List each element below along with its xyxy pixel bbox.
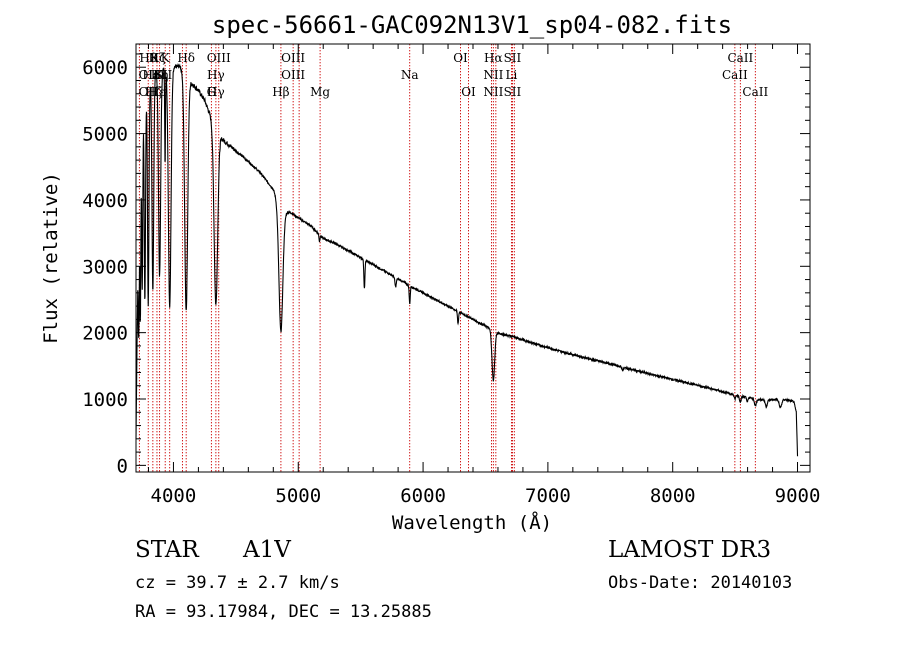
line-label-top: Hδ [177, 51, 195, 65]
object-class: STAR [135, 537, 199, 563]
y-tick-label: 5000 [82, 124, 128, 146]
y-tick-label: 2000 [82, 323, 128, 345]
line-label-top: Hθ [139, 51, 157, 65]
line-label-top: K [161, 51, 171, 65]
line-label-bottom: SII [504, 85, 522, 99]
line-label-overlay: Hγ [207, 85, 225, 99]
y-tick-label: 1000 [82, 389, 128, 411]
line-label-overlay: K [155, 68, 165, 82]
line-label-mid: NII [483, 68, 503, 82]
line-label-bottom: Hβ [272, 85, 289, 99]
line-label-top: OI [453, 51, 468, 65]
line-label-mid: OIII [281, 68, 305, 82]
object-subclass: A1V [243, 537, 291, 563]
line-label-top: Hζ [148, 51, 165, 65]
line-label-mid: CaII [722, 68, 748, 82]
y-tick-label: 3000 [82, 256, 128, 278]
line-label-bottom: CaII [742, 85, 768, 99]
line-label-mid: OII [139, 68, 159, 82]
line-label-top: OIII [281, 51, 305, 65]
x-tick-label: 7000 [525, 485, 571, 507]
x-tick-label: 9000 [775, 485, 821, 507]
y-axis-label: Flux (relative) [40, 172, 62, 344]
x-tick-label: 4000 [151, 485, 197, 507]
line-label-bottom: OII [139, 85, 159, 99]
x-tick-label: 6000 [400, 485, 446, 507]
x-axis-label: Wavelength (Å) [392, 511, 552, 534]
line-label-top: Hα [484, 51, 503, 65]
axis-ticks: 4000 5000 6000 7000 8000 9000 0 1000 2000 3000 400… [82, 44, 820, 507]
y-tick-label: 0 [117, 455, 128, 477]
y-tick-label: 6000 [82, 57, 128, 79]
line-label-mid: Li [506, 68, 518, 82]
line-label-top: OIII [207, 51, 231, 65]
line-label-mid: Hγ [207, 68, 225, 82]
line-label-bottom: NII [483, 85, 503, 99]
ra-dec-coords: RA = 93.17984, DEC = 13.25885 [135, 602, 432, 622]
plot-frame [135, 43, 811, 473]
line-label-overlay: SII [155, 68, 173, 82]
chart-title: spec-56661-GAC092N13V1_sp04-082.fits [212, 11, 732, 39]
line-label-bottom: Mg [310, 85, 330, 99]
spectral-line-markers [138, 44, 756, 472]
line-label-overlay: Hζ [145, 85, 162, 99]
line-label-top: SII [504, 51, 522, 65]
line-label-bottom: G [207, 85, 217, 99]
line-label-bottom: OI [461, 85, 476, 99]
line-label-overlay: K [150, 51, 160, 65]
redshift-cz: cz = 39.7 ± 2.7 km/s [135, 573, 340, 593]
spectrum-series [135, 63, 799, 457]
line-label-mid: Na [401, 68, 419, 82]
y-tick-label: 4000 [82, 190, 128, 212]
x-tick-label: 8000 [650, 485, 696, 507]
line-label-top: CaII [727, 51, 753, 65]
obs-date: Obs-Date: 20140103 [608, 573, 793, 593]
survey-name: LAMOST DR3 [608, 537, 772, 563]
x-tick-label: 5000 [275, 485, 321, 507]
